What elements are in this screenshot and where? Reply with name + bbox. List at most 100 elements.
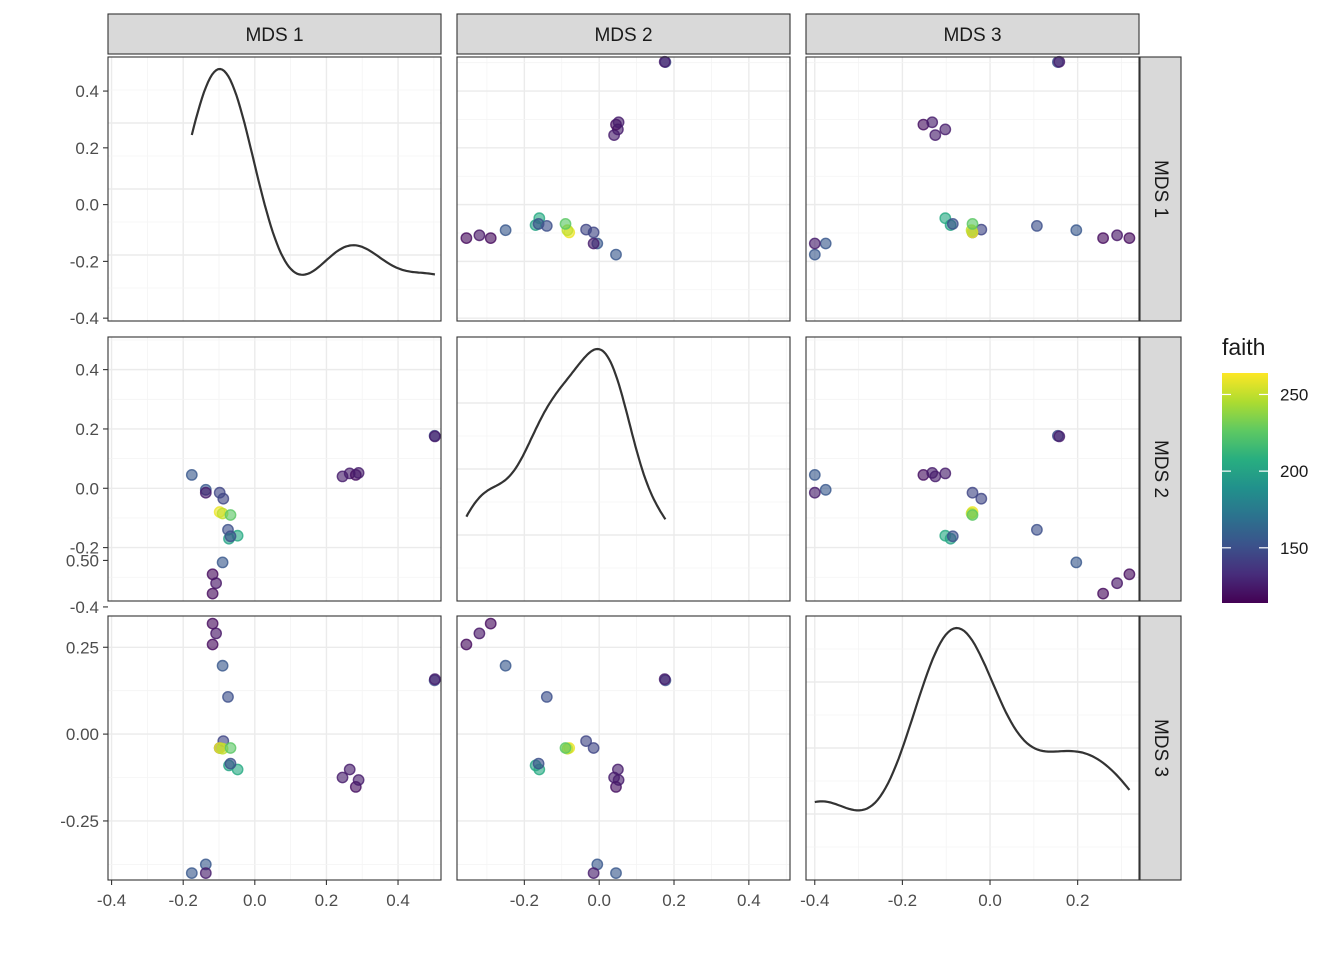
data-point [587, 237, 600, 250]
strip-background [1139, 56, 1182, 322]
data-point [966, 486, 979, 499]
data-point [587, 742, 600, 754]
data-point [926, 466, 939, 479]
data-point [428, 673, 441, 686]
panel-r1-c2 [456, 55, 791, 322]
x-tick-label: -0.2 [169, 891, 198, 910]
data-point [460, 638, 473, 651]
data-point [658, 673, 671, 686]
data-point [224, 509, 237, 521]
column-strip-1: MDS 1 [107, 13, 442, 55]
data-point [1123, 232, 1136, 245]
data-point [966, 217, 979, 230]
data-point [1070, 556, 1083, 569]
panel-background [108, 616, 441, 880]
y-tick-label: 0.2 [75, 420, 99, 439]
data-point [658, 55, 671, 68]
panel-background [457, 616, 790, 880]
data-point [808, 237, 821, 250]
data-point [206, 587, 219, 600]
panel-r3-c1 [107, 615, 442, 881]
panel-background [457, 57, 790, 321]
data-point [559, 217, 572, 230]
panel-r1-c1 [107, 56, 442, 322]
data-point [808, 248, 821, 261]
legend-ticks: 150 200 250 [1222, 385, 1308, 558]
data-point [484, 232, 497, 245]
data-point [540, 691, 553, 703]
data-point [939, 467, 952, 480]
data-point [216, 659, 229, 672]
panel-background [806, 57, 1139, 321]
data-point [343, 763, 356, 776]
panel-border [107, 56, 442, 322]
y-axes: -0.4 -0.2 0.0 0.2 0.4 -0.4 -0.2 0.0 0.2 0.4 -0.25 0… [60, 82, 108, 831]
data-point [946, 530, 959, 543]
x-tick-label: -0.2 [888, 891, 917, 910]
data-point [1111, 229, 1124, 242]
panel-background [806, 337, 1139, 601]
row-strip-3: MDS 3 [1139, 615, 1182, 881]
data-point [217, 492, 230, 505]
panel-r3-c3 [805, 615, 1140, 881]
row-strip-2: MDS 2 [1139, 336, 1182, 602]
data-point [185, 867, 198, 879]
y-tick-label: 0.50 [66, 551, 99, 570]
data-point [216, 556, 229, 569]
data-point [185, 468, 198, 481]
data-point [473, 627, 486, 640]
panel-border [456, 56, 791, 322]
data-point [610, 867, 622, 879]
data-point [819, 483, 832, 496]
data-point [532, 757, 545, 770]
data-point [559, 742, 572, 754]
panel-border [805, 336, 1140, 602]
panel-border [805, 56, 1140, 322]
data-point [428, 430, 441, 443]
x-tick-label: 0.4 [386, 891, 410, 910]
data-point [484, 617, 497, 630]
row-strips: MDS 1 MDS 2 MDS 3 [1139, 56, 1182, 881]
panel-background [108, 337, 441, 601]
data-point [1053, 430, 1066, 443]
y-tick-label: -0.4 [70, 598, 99, 617]
y-tick-label: -0.4 [70, 309, 99, 328]
x-tick-label: 0.0 [978, 891, 1002, 910]
density-curve [190, 67, 436, 276]
data-point [819, 237, 832, 250]
x-tick-label: 0.0 [243, 891, 267, 910]
y-tick-label: 0.4 [75, 82, 99, 101]
column-strip-2: MDS 2 [456, 13, 791, 55]
column-strip-label: MDS 3 [943, 25, 1001, 46]
data-point [580, 223, 592, 236]
panel-border [456, 336, 791, 602]
legend-colorbar [1222, 373, 1268, 603]
data-point [199, 486, 212, 499]
density-curve [465, 347, 667, 520]
legend-label: 250 [1280, 385, 1308, 404]
x-tick-label: -0.2 [510, 891, 539, 910]
data-point [929, 129, 942, 142]
x-tick-label: -0.4 [97, 891, 126, 910]
data-point [532, 217, 545, 230]
y-tick-label: -0.2 [70, 539, 99, 558]
data-point [610, 248, 622, 261]
panel-r2-c3 [805, 336, 1140, 602]
data-point [210, 577, 223, 590]
column-strip-label: MDS 2 [594, 25, 652, 46]
x-tick-label: 0.4 [737, 891, 761, 910]
panel-border [805, 615, 1140, 881]
data-point [612, 116, 625, 129]
data-point [808, 486, 821, 499]
data-point [224, 757, 237, 770]
x-tick-label: 0.0 [587, 891, 611, 910]
strip-background [107, 13, 442, 55]
data-point [224, 742, 237, 754]
data-point [1070, 224, 1083, 237]
data-point [206, 617, 219, 630]
strip-background [456, 13, 791, 55]
panel-border [107, 336, 442, 602]
data-point [224, 530, 237, 543]
legend-label: 150 [1280, 539, 1308, 558]
data-point [1111, 577, 1124, 590]
